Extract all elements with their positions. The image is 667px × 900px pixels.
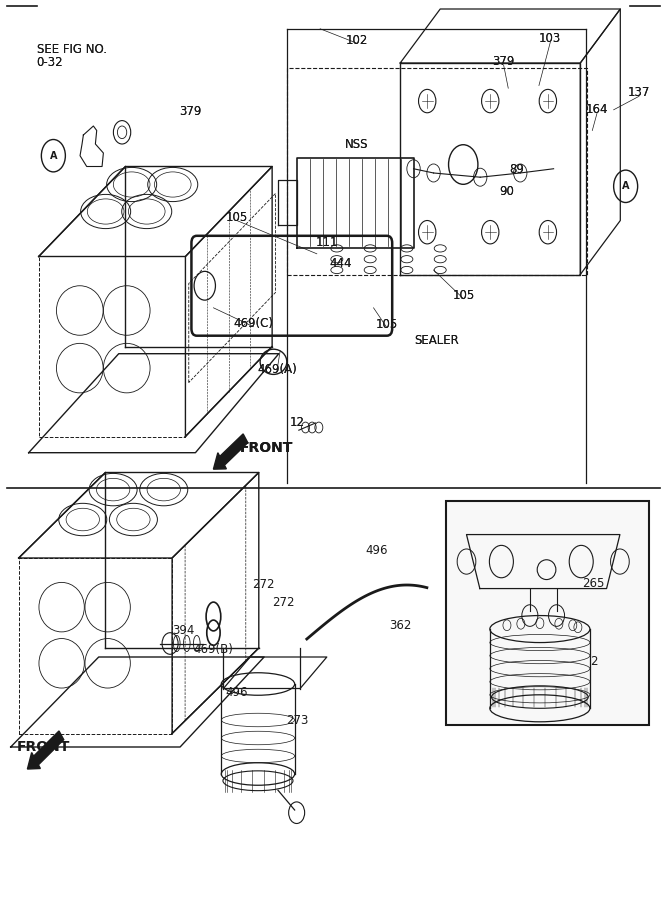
FancyArrow shape: [213, 434, 247, 469]
Text: 102: 102: [346, 34, 368, 47]
Text: NSS: NSS: [345, 138, 369, 150]
Text: 444: 444: [329, 257, 352, 270]
Text: FRONT: FRONT: [240, 441, 293, 455]
Text: 105: 105: [376, 318, 398, 330]
Text: A: A: [49, 150, 57, 161]
Text: 90: 90: [500, 185, 514, 198]
Text: 103: 103: [539, 32, 562, 45]
Text: 273: 273: [285, 714, 308, 726]
Bar: [287, 68, 587, 274]
Text: 164: 164: [586, 104, 608, 116]
Text: SEALER: SEALER: [414, 334, 460, 346]
Text: SEE FIG NO.: SEE FIG NO.: [37, 43, 107, 56]
Text: 379: 379: [492, 55, 515, 68]
Text: 90: 90: [500, 185, 514, 198]
Text: 469(C): 469(C): [233, 318, 273, 330]
Text: 89: 89: [510, 163, 524, 176]
Bar: [446, 501, 649, 724]
Text: 0-32: 0-32: [37, 57, 63, 69]
Text: 103: 103: [539, 32, 562, 45]
Text: 105: 105: [452, 289, 475, 302]
Text: 496: 496: [225, 687, 248, 699]
Text: FRONT: FRONT: [240, 441, 293, 455]
Text: 12: 12: [289, 417, 304, 429]
Text: NSS: NSS: [345, 138, 369, 150]
Text: 379: 379: [492, 55, 515, 68]
Text: 105: 105: [225, 212, 248, 224]
Text: 89: 89: [510, 163, 524, 176]
Text: 105: 105: [376, 318, 398, 330]
Text: 2: 2: [590, 655, 598, 668]
Text: 469(A): 469(A): [257, 363, 297, 375]
Text: SEE FIG NO.: SEE FIG NO.: [37, 43, 107, 56]
Text: 469(C): 469(C): [233, 318, 273, 330]
Text: 394: 394: [172, 624, 195, 636]
Text: 0-32: 0-32: [37, 57, 63, 69]
Text: 137: 137: [628, 86, 650, 99]
Text: 362: 362: [389, 619, 412, 632]
Text: SEALER: SEALER: [414, 334, 460, 346]
FancyArrow shape: [27, 731, 64, 769]
Text: 272: 272: [252, 579, 275, 591]
Text: 444: 444: [329, 257, 352, 270]
Text: 111: 111: [315, 237, 338, 249]
Text: 272: 272: [272, 597, 295, 609]
Text: 379: 379: [179, 105, 201, 118]
Text: 164: 164: [586, 104, 608, 116]
Text: 12: 12: [289, 417, 304, 429]
Text: 102: 102: [346, 34, 368, 47]
Text: 496: 496: [366, 544, 388, 557]
Text: FRONT: FRONT: [17, 740, 70, 754]
Text: 469(A): 469(A): [257, 363, 297, 375]
Text: 111: 111: [315, 237, 338, 249]
Text: 379: 379: [179, 105, 201, 118]
Text: 105: 105: [225, 212, 248, 224]
Text: 469(B): 469(B): [193, 644, 233, 656]
Text: 105: 105: [452, 289, 475, 302]
Text: A: A: [622, 181, 630, 192]
Text: 137: 137: [628, 86, 650, 99]
Text: 265: 265: [582, 577, 605, 590]
